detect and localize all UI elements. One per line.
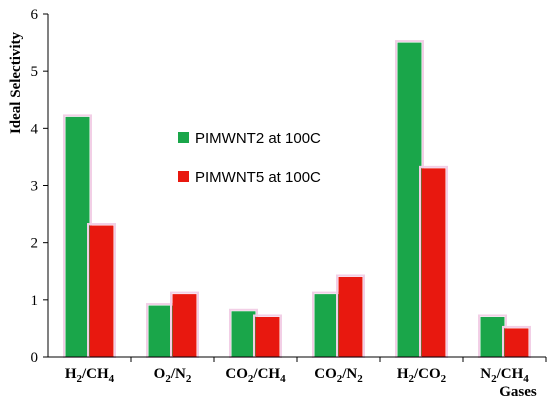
y-tick-label: 0 (31, 350, 39, 366)
bar-1-O2/N2 (148, 305, 173, 357)
bar-1-CO2/N2 (314, 294, 339, 357)
bars-layer (63, 40, 531, 359)
bar-2-CO2/N2 (338, 276, 363, 357)
x-category-label: H2/CH4 (65, 366, 115, 385)
legend-swatch (178, 132, 189, 143)
legend-label: PIMWNT2 at 100C (195, 130, 321, 147)
y-tick-label: 5 (31, 64, 39, 80)
bar-2-O2/N2 (172, 294, 197, 357)
y-tick-label: 6 (31, 7, 39, 23)
y-tick-label: 3 (31, 179, 39, 195)
x-category-label: CO2/N2 (314, 366, 363, 385)
bar-1-N2/CH4 (480, 316, 505, 357)
x-axis-title: Gases (499, 384, 537, 400)
x-category-label: O2/N2 (154, 366, 192, 385)
x-category-label: CO2/CH4 (225, 366, 286, 385)
bar-1-H2/CO2 (397, 42, 422, 357)
legend-swatch (178, 171, 189, 182)
labels-layer: 0 1 2 3 4 5 6 H2/CH4 O2/N2 CO2/CH4 CO2/N2 H2/CO2 N2/… (8, 7, 537, 400)
bar-1-CO2/CH4 (231, 311, 256, 357)
y-axis-title: Ideal Selectivity (8, 31, 24, 134)
legend: PIMWNT2 at 100C PIMWNT5 at 100C (178, 130, 321, 186)
bar-1-H2/CH4 (65, 116, 90, 358)
bar-2-N2/CH4 (504, 328, 529, 357)
bar-2-H2/CH4 (89, 225, 114, 357)
y-tick-label: 1 (31, 293, 39, 309)
x-category-label: N2/CH4 (480, 366, 529, 385)
x-category-label: H2/CO2 (397, 366, 447, 385)
axes-layer (43, 13, 547, 362)
y-tick-label: 4 (31, 121, 39, 137)
bar-2-CO2/CH4 (255, 316, 280, 357)
legend-label: PIMWNT5 at 100C (195, 169, 321, 186)
y-tick-label: 2 (31, 236, 39, 252)
bar-2-H2/CO2 (421, 168, 446, 357)
